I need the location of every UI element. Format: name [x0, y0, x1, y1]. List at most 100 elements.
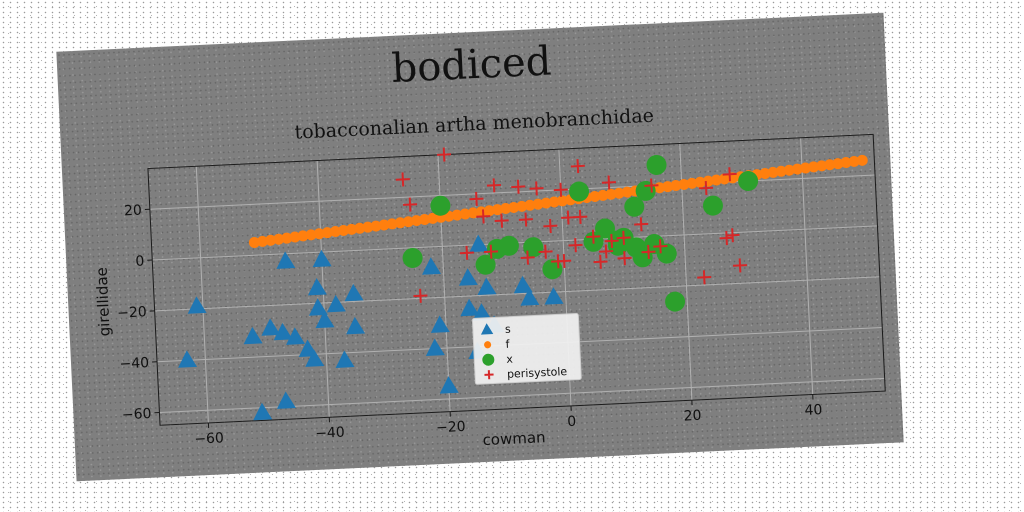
legend-label: s: [505, 323, 512, 336]
legend-marker: [484, 370, 494, 380]
legend-box: [471, 313, 582, 385]
data-point-perisystole: [538, 244, 553, 259]
data-point-f: [289, 231, 301, 243]
y-tick-label: −60: [122, 406, 152, 423]
legend-marker: [482, 353, 495, 366]
data-point-f: [354, 222, 366, 234]
data-point-f: [419, 213, 431, 225]
data-point-s: [261, 318, 281, 336]
data-point-f: [597, 189, 609, 201]
data-point-s: [312, 249, 332, 268]
x-tick-label: −40: [315, 425, 345, 442]
data-point-s: [422, 257, 442, 275]
chart-title: bodiced: [391, 38, 553, 91]
data-point-f: [718, 173, 730, 185]
data-point-s: [276, 251, 296, 269]
data-point-s: [273, 322, 293, 341]
data-point-f: [516, 200, 528, 212]
data-point-f: [459, 208, 471, 220]
data-point-f: [394, 217, 406, 229]
y-axis-label: girellidae: [93, 267, 114, 337]
data-point-f: [273, 233, 285, 245]
data-point-s: [346, 316, 366, 335]
x-tick-label: −20: [436, 419, 466, 436]
data-point-x: [665, 291, 686, 312]
data-point-f: [556, 195, 568, 207]
data-point-f: [451, 209, 463, 221]
x-tick-label: 20: [683, 408, 702, 425]
data-point-f: [362, 221, 374, 233]
data-point-perisystole: [529, 181, 544, 196]
x-tick-label: 40: [804, 402, 823, 419]
data-point-s: [253, 402, 273, 421]
legend-label: perisystole: [507, 365, 568, 381]
data-point-perisystole: [494, 213, 509, 228]
data-point-s: [243, 326, 263, 345]
data-point-perisystole: [437, 147, 452, 162]
chart-figure: bodiced tobacconalian artha menobranchid…: [56, 12, 904, 482]
data-point-perisystole: [586, 229, 601, 244]
data-point-f: [808, 161, 820, 173]
data-point-perisystole: [486, 178, 502, 193]
data-point-s: [276, 391, 296, 409]
data-point-f: [791, 163, 803, 175]
data-point-f: [313, 228, 325, 240]
data-point-f: [800, 162, 812, 174]
data-point-f: [621, 186, 633, 198]
data-point-x: [624, 196, 645, 217]
data-point-f: [613, 187, 625, 199]
data-point-perisystole: [561, 210, 576, 225]
data-point-f: [305, 229, 317, 241]
y-tick-label: 0: [135, 253, 145, 269]
data-point-f: [378, 219, 390, 231]
data-point-x: [646, 154, 667, 175]
legend-label: f: [505, 338, 511, 351]
data-point-perisystole: [395, 172, 410, 187]
data-point-x: [498, 235, 519, 256]
data-point-x: [523, 237, 544, 258]
data-point-f: [710, 174, 722, 186]
data-point-f: [370, 220, 382, 232]
data-point-s: [315, 310, 335, 329]
grid-line-y: [154, 276, 880, 312]
data-point-f: [848, 155, 860, 167]
data-point-f: [540, 197, 552, 209]
x-tick-label: 0: [567, 414, 577, 430]
data-point-x: [738, 171, 759, 192]
data-point-x: [702, 195, 723, 216]
data-point-s: [308, 298, 328, 316]
data-point-perisystole: [644, 178, 659, 193]
legend-marker: [484, 341, 492, 349]
data-point-f: [427, 212, 439, 224]
data-point-perisystole: [604, 233, 619, 248]
grid-line-y: [159, 377, 885, 414]
x-tick-label: −60: [194, 430, 224, 447]
data-point-perisystole: [557, 253, 572, 269]
data-point-perisystole: [653, 239, 668, 254]
grid-line-x: [437, 154, 451, 412]
data-point-f: [759, 167, 771, 179]
data-point-f: [265, 234, 277, 246]
data-point-perisystole: [553, 182, 568, 197]
data-point-perisystole: [699, 181, 714, 196]
data-point-x: [656, 243, 677, 264]
data-point-perisystole: [403, 197, 418, 212]
data-point-perisystole: [570, 159, 585, 174]
data-point-f: [678, 178, 690, 190]
data-point-f: [783, 164, 795, 176]
data-point-f: [816, 160, 828, 172]
data-point-f: [248, 237, 260, 249]
y-tick-label: −40: [119, 355, 149, 372]
data-point-perisystole: [601, 175, 616, 190]
data-point-perisystole: [732, 258, 748, 273]
data-point-f: [670, 180, 682, 192]
data-point-perisystole: [616, 230, 631, 245]
data-point-s: [458, 268, 478, 286]
x-axis-label: cowman: [482, 428, 546, 449]
data-point-f: [321, 227, 333, 239]
data-point-s: [178, 350, 198, 368]
data-point-s: [425, 338, 445, 357]
data-point-f: [256, 235, 268, 247]
data-point-f: [386, 218, 398, 230]
grid-line-x: [195, 166, 209, 424]
